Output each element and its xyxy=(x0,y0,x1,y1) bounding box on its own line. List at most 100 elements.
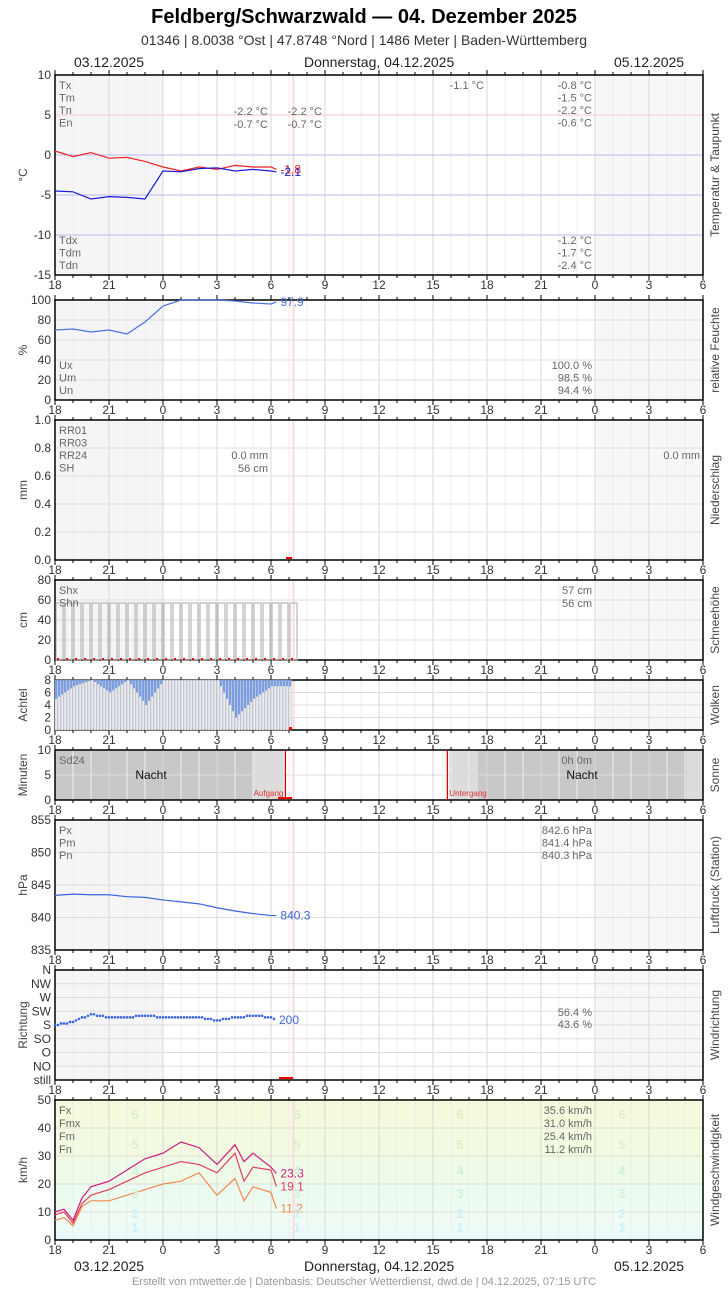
wind-direction-dot xyxy=(125,1016,129,1019)
wind-direction-dot xyxy=(182,1016,186,1019)
snow-bar xyxy=(244,602,253,661)
beaufort-label: 6 xyxy=(131,1107,138,1122)
stat-label: -1.7 °C xyxy=(558,248,592,260)
panel-title: Sonne xyxy=(708,757,722,792)
panel-title: Wolken xyxy=(708,685,722,725)
wind-direction-dot xyxy=(149,1014,153,1018)
stat-label: 31.0 km/h xyxy=(544,1118,592,1130)
y-tick-label: 10 xyxy=(38,743,52,757)
x-tick-label: 15 xyxy=(426,953,440,967)
wind-direction-dot xyxy=(239,1016,243,1019)
wind-direction-dot xyxy=(170,1016,174,1019)
y-tick-label: -10 xyxy=(34,228,52,242)
stat-label: 11.2 km/h xyxy=(545,1144,593,1156)
snow-bar xyxy=(55,602,64,661)
precipitation-panel: 1.00.80.60.40.20.018 21 0 3 6 9 12 15 18 21 0 3 6Nie… xyxy=(16,413,722,577)
x-tick-label: 6 xyxy=(268,1083,275,1097)
x-tick-label: 9 xyxy=(322,803,329,817)
stat-label: RR01 xyxy=(59,425,87,437)
y-tick-label: 845 xyxy=(31,878,51,892)
series-line xyxy=(54,299,277,335)
wind-direction-dot xyxy=(116,1016,120,1019)
x-tick-label: 0 xyxy=(592,953,599,967)
x-tick-label: 12 xyxy=(372,663,386,677)
stat-label: RR03 xyxy=(59,438,87,450)
snow-bar xyxy=(118,602,127,661)
last-value-label: 19.1 xyxy=(280,1180,304,1194)
snow-bar xyxy=(271,602,280,661)
x-tick-label: 0 xyxy=(160,1243,167,1257)
wind-direction-dot xyxy=(128,1016,132,1019)
stat-label: Tm xyxy=(59,93,75,105)
x-tick-label: 18 xyxy=(48,803,62,817)
beaufort-label: 1 xyxy=(131,1220,138,1235)
stat-label: 57 cm xyxy=(562,585,592,597)
stat-label: Tdn xyxy=(59,260,78,272)
stat-label: Pn xyxy=(59,850,72,862)
x-tick-label: 6 xyxy=(268,278,275,292)
stat-label: -2.4 °C xyxy=(558,260,592,272)
y-axis-label: Richtung xyxy=(16,1001,30,1048)
x-tick-label: 3 xyxy=(646,663,653,677)
y-tick-label: 80 xyxy=(38,573,52,587)
x-tick-label: 6 xyxy=(268,563,275,577)
beaufort-label: 5 xyxy=(618,1137,625,1152)
last-value-label: 11.2 xyxy=(280,1202,303,1216)
wind-direction-dot xyxy=(260,1014,264,1018)
x-tick-label: 0 xyxy=(592,733,599,747)
series-line xyxy=(54,893,277,917)
snow-bar xyxy=(217,602,226,661)
stat-label: 43.6 % xyxy=(558,1019,592,1031)
y-tick-label: -15 xyxy=(34,268,52,282)
x-tick-label: 18 xyxy=(480,563,494,577)
wind-direction-dot xyxy=(227,1017,231,1021)
wind-direction-dot xyxy=(53,1023,57,1027)
y-axis-label: hPa xyxy=(16,874,30,896)
stat-label: 842.6 hPa xyxy=(542,825,593,837)
x-tick-label: 12 xyxy=(372,1243,386,1257)
panel-title: Luftdruck (Station) xyxy=(708,836,722,934)
x-tick-label: 9 xyxy=(322,563,329,577)
y-tick-label: 20 xyxy=(38,1177,52,1191)
stat-label: Fn xyxy=(59,1144,72,1156)
wind-direction-dot xyxy=(200,1016,204,1019)
stat-label: 0h 0m xyxy=(561,755,592,767)
beaufort-label: 6 xyxy=(618,1107,625,1122)
stat-label: 35.6 km/h xyxy=(544,1105,592,1117)
y-tick-label: S xyxy=(43,1018,51,1032)
beaufort-label: 4 xyxy=(618,1163,626,1178)
stat-label: -1.5 °C xyxy=(558,93,592,105)
panel-title: Windgeschwindigkeit xyxy=(708,1113,722,1226)
wind-direction-dot xyxy=(203,1017,207,1021)
x-tick-label: 0 xyxy=(592,663,599,677)
wind-direction-dot xyxy=(206,1017,210,1021)
x-tick-label: 0 xyxy=(592,563,599,577)
x-tick-label: 0 xyxy=(160,733,167,747)
x-tick-label: 12 xyxy=(372,803,386,817)
beaufort-label: 3 xyxy=(131,1186,138,1201)
x-tick-label: 0 xyxy=(592,803,599,817)
stat-label: -1.1 °C xyxy=(450,80,484,92)
stat-label: -1.2 °C xyxy=(558,235,592,247)
x-tick-label: 3 xyxy=(646,803,653,817)
x-tick-label: 15 xyxy=(426,663,440,677)
sunrise-label: Aufgang xyxy=(254,789,284,798)
snow-bar xyxy=(100,602,109,661)
wind-direction-dot xyxy=(215,1019,219,1022)
y-tick-label: N xyxy=(42,963,51,977)
date-center-bottom: Donnerstag, 04.12.2025 xyxy=(304,1258,455,1274)
y-tick-label: 0.0 xyxy=(34,553,51,567)
page-title: Feldberg/Schwarzwald — 04. Dezember 2025 xyxy=(151,6,577,28)
wind-direction-dot xyxy=(131,1016,135,1019)
x-tick-label: 21 xyxy=(102,278,116,292)
stat-label: 98.5 % xyxy=(558,373,592,385)
wind-direction-dot xyxy=(77,1017,81,1021)
footer-credit: Erstellt von mtwetter.de | Datenbasis: D… xyxy=(131,1276,597,1288)
stat-label: -0.7 °C xyxy=(288,119,322,131)
wind-direction-dot xyxy=(119,1016,123,1019)
wind-direction-dot xyxy=(176,1016,180,1019)
series-line xyxy=(54,1141,277,1222)
last-value-label: -1.8 xyxy=(280,162,301,176)
x-tick-label: 9 xyxy=(322,278,329,292)
